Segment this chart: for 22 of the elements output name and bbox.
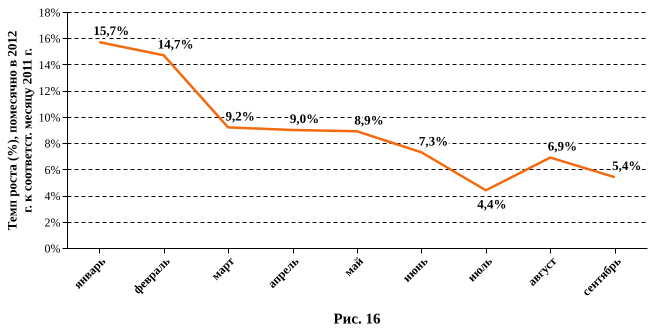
y-axis-title: Темп роста (%), помесячно в 2012 г. к соответст. месяцу 2011 г.	[4, 30, 35, 230]
y-tick-label: 6%	[44, 162, 60, 177]
data-label: 5,4%	[612, 158, 642, 174]
data-label: 8,9%	[354, 112, 384, 128]
y-tick-label: 14%	[38, 58, 60, 72]
y-tick-label: 16%	[38, 32, 60, 46]
data-label: 6,9%	[548, 138, 577, 154]
y-tick-label: 8%	[44, 136, 60, 151]
y-tick-label: 2%	[44, 215, 60, 230]
data-label: 14,7%	[158, 36, 194, 52]
data-label: 9,0%	[290, 111, 320, 126]
data-label: 9,2%	[225, 108, 255, 124]
y-tick-label: 0%	[44, 242, 60, 256]
y-tick-label: 4%	[44, 189, 60, 204]
y-tick-label: 18%	[38, 6, 60, 20]
text: Рис. 16	[334, 311, 381, 328]
y-tick-label: 10%	[38, 110, 60, 124]
data-label: 7,3%	[418, 133, 448, 148]
x-tick-label: май	[341, 254, 366, 279]
data-label: 4,4%	[477, 196, 507, 212]
y-tick-label: 12%	[38, 84, 60, 98]
data-label: 15,7%	[93, 23, 130, 38]
